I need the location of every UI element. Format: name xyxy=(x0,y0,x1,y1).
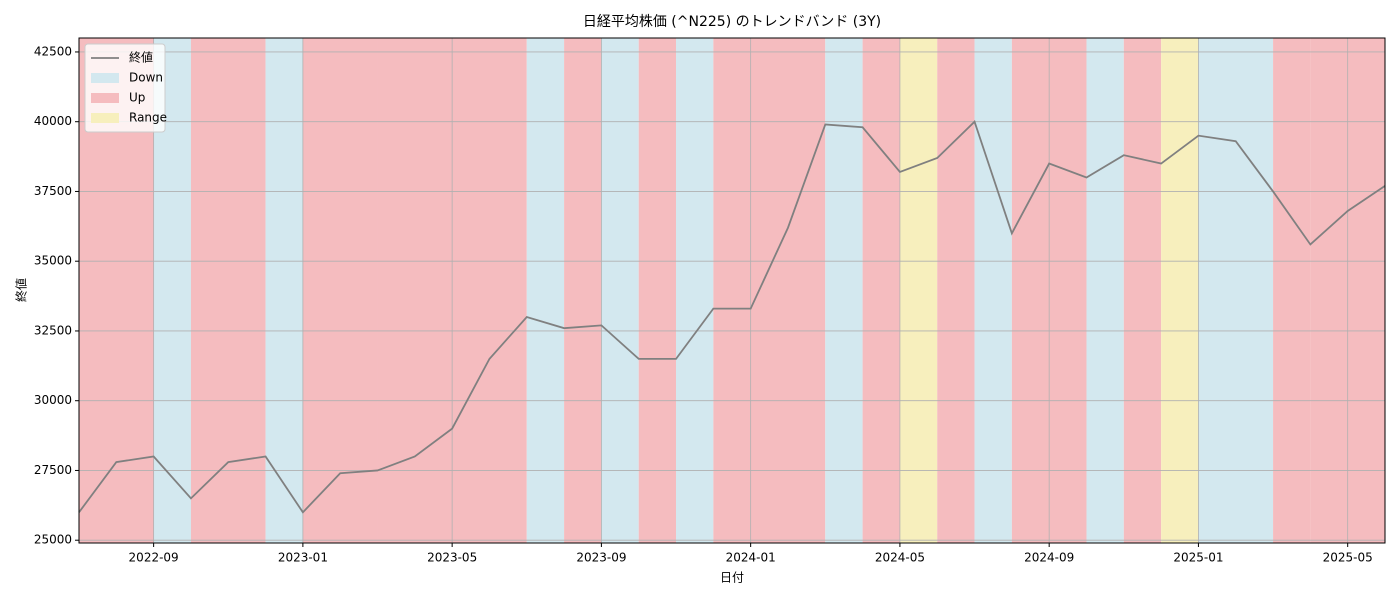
trend-band xyxy=(1086,38,1124,543)
legend-label: Up xyxy=(129,91,145,105)
y-tick-label: 30000 xyxy=(34,393,72,407)
trend-band xyxy=(265,38,303,543)
chart-title: 日経平均株価 (^N225) のトレンドバンド (3Y) xyxy=(583,14,881,30)
y-axis-label: 終値 xyxy=(14,278,29,302)
x-tick-label: 2023-05 xyxy=(427,551,477,565)
trend-band xyxy=(974,38,1012,543)
trend-band xyxy=(526,38,565,543)
legend-swatch xyxy=(91,93,119,103)
trend-band xyxy=(601,38,639,543)
trend-band xyxy=(713,38,826,543)
y-tick-label: 42500 xyxy=(34,44,72,58)
y-tick-label: 35000 xyxy=(34,254,72,268)
x-tick-label: 2025-01 xyxy=(1173,551,1223,565)
trend-band xyxy=(676,38,714,543)
trend-band xyxy=(638,38,677,543)
x-tick-label: 2022-09 xyxy=(129,551,179,565)
x-tick-label: 2023-01 xyxy=(278,551,328,565)
trend-band xyxy=(302,38,378,543)
x-tick-label: 2025-05 xyxy=(1323,551,1373,565)
plot-frame xyxy=(78,37,1386,544)
legend-swatch xyxy=(91,73,119,83)
x-axis-label: 日付 xyxy=(720,571,744,585)
y-tick-label: 37500 xyxy=(34,184,72,198)
trend-band xyxy=(862,38,900,543)
y-tick-label: 27500 xyxy=(34,463,72,477)
y-tick-label: 32500 xyxy=(34,323,72,337)
legend-box xyxy=(84,43,166,133)
legend-label: 終値 xyxy=(129,50,153,65)
x-tick-label: 2024-05 xyxy=(875,551,925,565)
trend-band xyxy=(937,38,975,543)
trend-band xyxy=(1161,38,1199,543)
legend-label: Down xyxy=(129,71,163,85)
x-tick-label: 2023-09 xyxy=(576,551,626,565)
y-tick-label: 25000 xyxy=(34,533,72,547)
legend-label: Range xyxy=(129,111,167,125)
x-tick-label: 2024-01 xyxy=(726,551,776,565)
trend-band xyxy=(1198,38,1274,543)
trend-band xyxy=(190,38,266,543)
legend-swatch xyxy=(91,113,119,123)
trend-band xyxy=(1273,38,1311,543)
y-tick-label: 40000 xyxy=(34,114,72,128)
trend-band xyxy=(899,38,938,543)
trend-band xyxy=(564,38,602,543)
price-line xyxy=(78,120,1386,514)
x-tick-label: 2024-09 xyxy=(1024,551,1074,565)
trend-band xyxy=(1123,38,1162,543)
trend-band xyxy=(825,38,863,543)
